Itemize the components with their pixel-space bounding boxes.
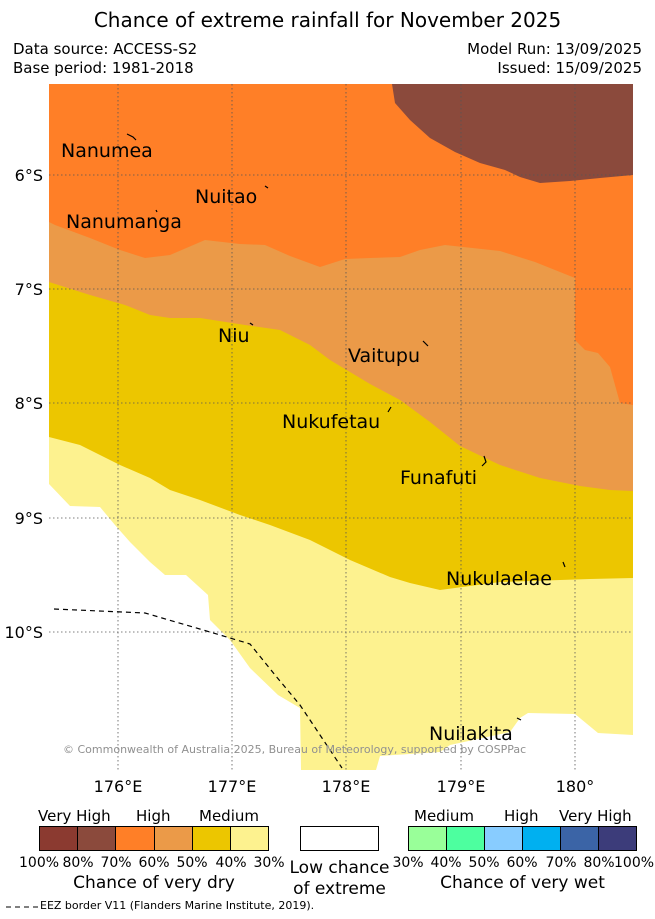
dry-header-high: High — [136, 807, 171, 825]
wet-tick-60: 60% — [506, 855, 538, 871]
place-nanumea: Nanumea — [61, 140, 153, 162]
low-chance-swatch — [300, 826, 379, 851]
data-source-label: Data source: ACCESS-S2 — [13, 40, 198, 58]
wet-swatch-5 — [561, 827, 599, 850]
graticule — [49, 84, 633, 770]
wet-tick-70: 70% — [545, 855, 577, 871]
lat-label-8s: 8°S — [14, 394, 43, 413]
dry-colorbar — [39, 826, 269, 851]
region-high-dry-light — [49, 220, 633, 491]
lat-label-7s: 7°S — [14, 280, 43, 299]
wet-header-very-high: Very High — [559, 807, 632, 825]
map-title: Chance of extreme rainfall for November … — [93, 8, 562, 32]
low-caption-line1: Low chance — [289, 858, 390, 878]
lat-label-6s: 6°S — [14, 166, 43, 185]
place-nuilakita: Nuilakita — [429, 723, 513, 745]
dry-header-very-high: Very High — [38, 807, 111, 825]
wet-header-high: High — [504, 807, 539, 825]
dry-swatch-3 — [116, 827, 155, 850]
dry-swatch-4 — [154, 827, 193, 850]
wet-swatch-1 — [409, 827, 447, 850]
model-run-label: Model Run: 13/09/2025 — [467, 40, 642, 58]
lon-label-177e: 177°E — [207, 777, 257, 796]
place-nanumanga: Nanumanga — [66, 211, 182, 233]
place-nukulaelae: Nukulaelae — [446, 568, 552, 590]
dry-caption: Chance of very dry — [73, 873, 235, 893]
place-nuitao: Nuitao — [195, 186, 258, 208]
wet-tick-50: 50% — [468, 855, 500, 871]
wet-header-medium: Medium — [414, 807, 474, 825]
eez-border-line — [53, 608, 343, 769]
island-markers — [126, 133, 566, 721]
place-niu: Niu — [218, 325, 250, 347]
dry-swatch-6 — [230, 827, 269, 850]
dry-tick-30: 30% — [253, 855, 285, 871]
place-funafuti: Funafuti — [400, 467, 478, 489]
lon-label-178e: 178°E — [321, 777, 371, 796]
dry-tick-80: 80% — [62, 855, 94, 871]
dry-tick-60: 60% — [138, 855, 170, 871]
wet-swatch-3 — [485, 827, 523, 850]
dry-swatch-2 — [78, 827, 117, 850]
copyright-notice: © Commonwealth of Australia 2025, Bureau… — [63, 743, 527, 756]
dry-tick-40: 40% — [215, 855, 247, 871]
lat-label-10s: 10°S — [4, 623, 43, 642]
wet-tick-40: 40% — [430, 855, 462, 871]
dry-swatch-5 — [192, 827, 231, 850]
dry-tick-70: 70% — [100, 855, 132, 871]
dry-tick-100: 100% — [19, 855, 60, 871]
lon-label-176e: 176°E — [93, 777, 143, 796]
eez-legend-line — [6, 906, 38, 908]
lat-label-9s: 9°S — [14, 509, 43, 528]
place-vaitupu: Vaitupu — [348, 345, 421, 367]
wet-tick-80: 80% — [583, 855, 615, 871]
wet-colorbar — [408, 826, 637, 851]
wet-tick-30: 30% — [392, 855, 424, 871]
lon-label-179e: 179°E — [436, 777, 486, 796]
wet-swatch-6 — [599, 827, 636, 850]
low-caption-line2: of extreme — [293, 879, 386, 899]
dry-header-medium: Medium — [199, 807, 259, 825]
wet-swatch-2 — [447, 827, 485, 850]
region-very-high-dry — [392, 84, 633, 183]
wet-caption: Chance of very wet — [440, 873, 605, 893]
dry-tick-50: 50% — [176, 855, 208, 871]
wet-tick-100: 100% — [614, 855, 655, 871]
dry-swatch-1 — [40, 827, 79, 850]
issued-label: Issued: 15/09/2025 — [497, 59, 642, 77]
wet-swatch-4 — [523, 827, 561, 850]
eez-note: EEZ border V11 (Flanders Marine Institut… — [40, 899, 315, 912]
base-period-label: Base period: 1981-2018 — [13, 59, 194, 77]
lon-label-180: 180° — [555, 777, 595, 796]
place-nukufetau: Nukufetau — [282, 411, 381, 433]
